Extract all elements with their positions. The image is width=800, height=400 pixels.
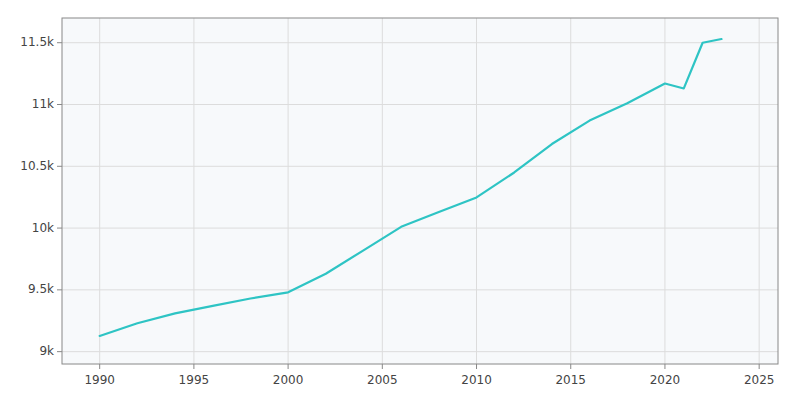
y-grid-line bbox=[62, 104, 778, 105]
x-grid-line bbox=[759, 18, 760, 364]
x-tick bbox=[193, 364, 194, 369]
grid bbox=[62, 18, 778, 364]
y-grid-line bbox=[62, 166, 778, 167]
x-grid-line bbox=[664, 18, 665, 364]
y-tick bbox=[57, 42, 62, 43]
x-tick bbox=[476, 364, 477, 369]
chart-container: 9k 9.5k 10k 10.5k 11k 11.5k 1990 1995 2000 2005 20… bbox=[0, 0, 800, 400]
x-tick-label: 1990 bbox=[84, 373, 115, 387]
y-grid-line bbox=[62, 228, 778, 229]
x-tick-label: 2025 bbox=[744, 373, 775, 387]
x-tick bbox=[664, 364, 665, 369]
x-grid-line bbox=[99, 18, 100, 364]
x-tick-label: 2000 bbox=[273, 373, 304, 387]
plot-frame bbox=[62, 18, 778, 364]
x-tick-label: 2020 bbox=[650, 373, 681, 387]
y-tick bbox=[57, 289, 62, 290]
plot-background bbox=[62, 18, 778, 364]
data-line bbox=[100, 39, 722, 336]
chart-svg: 9k 9.5k 10k 10.5k 11k 11.5k 1990 1995 2000 2005 20… bbox=[0, 0, 800, 400]
y-tick-label: 9k bbox=[39, 344, 54, 358]
x-tick bbox=[99, 364, 100, 369]
x-grid-line bbox=[570, 18, 571, 364]
y-tick-label: 10k bbox=[32, 221, 54, 235]
x-tick-label: 2015 bbox=[555, 373, 586, 387]
x-grid-line bbox=[476, 18, 477, 364]
y-tick bbox=[57, 166, 62, 167]
y-tick bbox=[57, 228, 62, 229]
data-group bbox=[100, 39, 722, 336]
y-tick-label: 9.5k bbox=[28, 282, 54, 296]
y-tick-label: 11.5k bbox=[20, 35, 54, 49]
y-grid-line bbox=[62, 42, 778, 43]
y-tick bbox=[57, 104, 62, 105]
y-grid-line bbox=[62, 351, 778, 352]
x-tick-label: 2010 bbox=[461, 373, 492, 387]
x-grid-line bbox=[382, 18, 383, 364]
x-tick bbox=[759, 364, 760, 369]
y-tick bbox=[57, 351, 62, 352]
y-tick-label: 11k bbox=[32, 97, 54, 111]
x-tick bbox=[570, 364, 571, 369]
x-tick bbox=[382, 364, 383, 369]
x-tick bbox=[288, 364, 289, 369]
axes: 9k 9.5k 10k 10.5k 11k 11.5k 1990 1995 2000 2005 20… bbox=[20, 18, 778, 387]
x-grid-line bbox=[288, 18, 289, 364]
x-grid-line bbox=[193, 18, 194, 364]
x-tick-label: 2005 bbox=[367, 373, 398, 387]
y-tick-label: 10.5k bbox=[20, 159, 54, 173]
y-grid-line bbox=[62, 289, 778, 290]
x-tick-label: 1995 bbox=[179, 373, 210, 387]
